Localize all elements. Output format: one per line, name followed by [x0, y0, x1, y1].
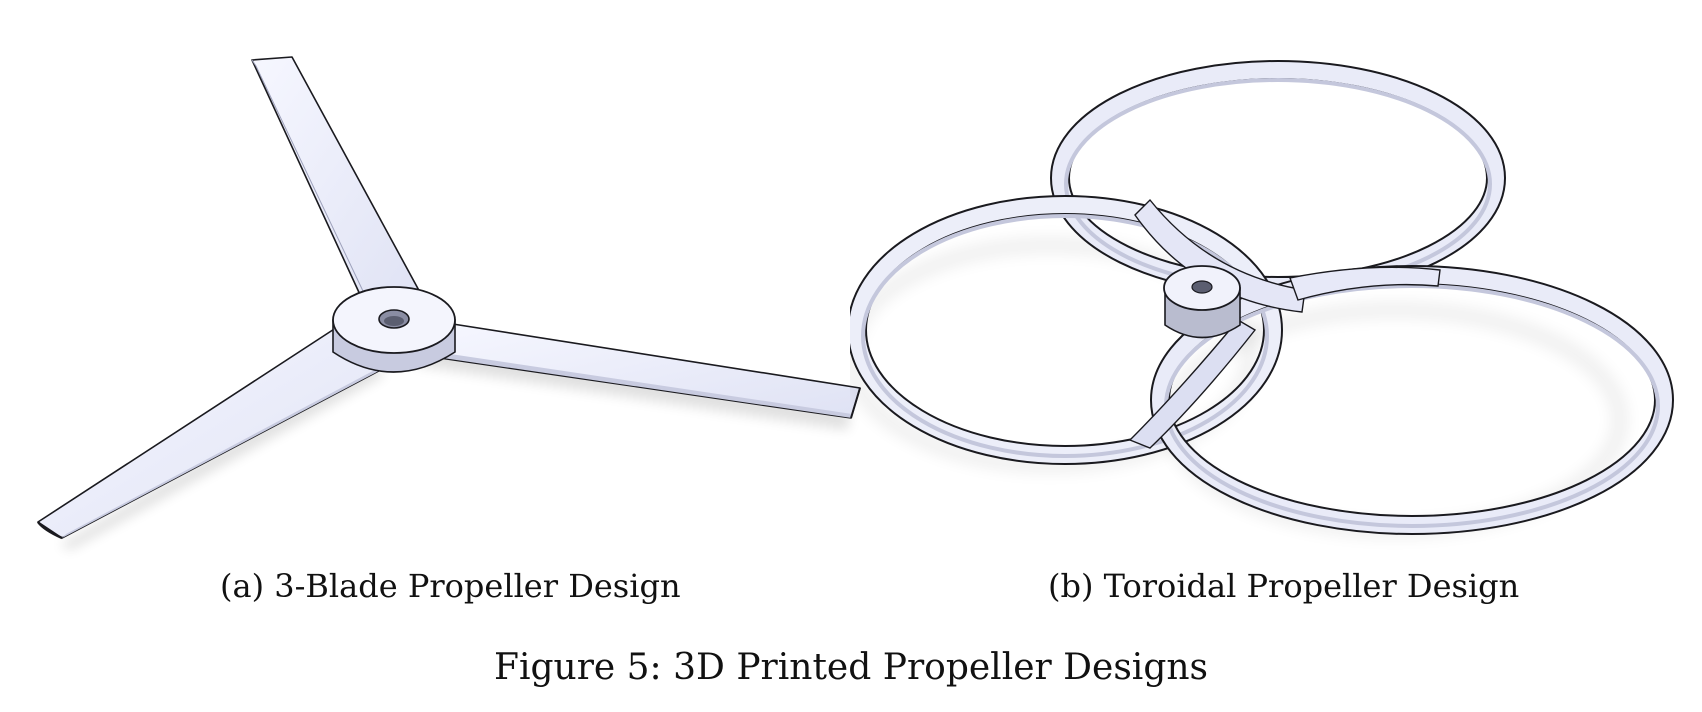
- figure-panel-toroidal: [850, 0, 1702, 560]
- top-loop-inner-wall: [1064, 78, 1492, 290]
- subfigure-caption-a: (a) 3-Blade Propeller Design: [220, 567, 681, 605]
- subfigure-caption-b: (b) Toroidal Propeller Design: [1048, 567, 1520, 605]
- loop-shadow-left: [850, 238, 1257, 472]
- blade-root-right: [1289, 266, 1441, 301]
- blade-root-lower: [1128, 319, 1257, 449]
- figure-panel-3-blade: [0, 0, 870, 560]
- right-blade-underside: [436, 352, 852, 418]
- blade-root-upper: [1134, 198, 1306, 313]
- hub-bore-depth: [384, 316, 404, 326]
- top-loop: [1052, 62, 1504, 294]
- left-blade-tip: [37, 521, 63, 540]
- left-blade-underside: [62, 364, 390, 538]
- upper-blade: [251, 56, 423, 313]
- figure-caption: Figure 5: 3D Printed Propeller Designs: [493, 647, 1209, 688]
- 3-blade-propeller-render: [37, 56, 861, 550]
- toroidal-propeller-render: [850, 60, 1674, 537]
- hub-bore: [1191, 280, 1213, 294]
- upper-blade-edge: [251, 59, 373, 311]
- left-loop-inner-wall: [861, 214, 1269, 458]
